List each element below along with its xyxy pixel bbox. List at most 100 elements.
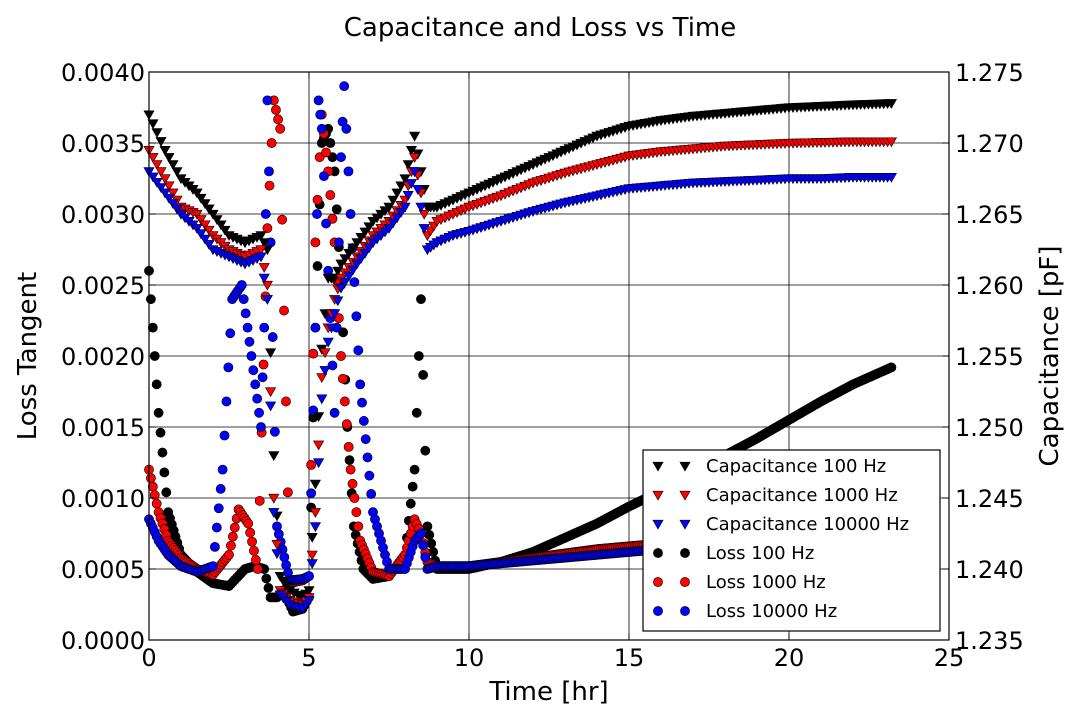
data-point <box>167 188 179 199</box>
data-point <box>208 561 218 572</box>
legend-label: Loss 100 Hz <box>706 543 814 564</box>
data-point <box>885 99 897 109</box>
data-point <box>219 430 230 441</box>
data-point <box>151 128 163 139</box>
data-point <box>159 174 171 185</box>
data-point <box>395 208 407 218</box>
data-point <box>310 237 321 248</box>
data-point <box>258 359 269 370</box>
data-point <box>407 481 418 492</box>
data-point <box>254 495 265 506</box>
data-point <box>349 277 360 288</box>
data-point <box>344 455 355 466</box>
data-point <box>171 167 183 178</box>
y-tick-label-left: 0.0000 <box>61 627 145 655</box>
data-point <box>277 214 288 225</box>
x-tick-label: 5 <box>301 644 316 672</box>
data-point <box>261 295 273 305</box>
data-point <box>313 95 324 106</box>
data-point <box>416 294 426 305</box>
data-point <box>325 323 337 334</box>
data-point <box>315 109 326 120</box>
legend-marker <box>679 461 691 472</box>
data-point <box>359 248 371 259</box>
data-point <box>249 545 259 556</box>
y-tick-label-left: 0.0020 <box>61 343 145 371</box>
data-point <box>262 223 273 234</box>
data-point <box>409 167 421 178</box>
data-point <box>155 167 167 178</box>
data-point <box>191 209 203 220</box>
data-point <box>264 166 274 177</box>
data-point <box>281 581 293 592</box>
data-point <box>207 209 219 220</box>
data-point <box>151 498 162 509</box>
data-point <box>267 332 278 342</box>
y-tick-label-left: 0.0015 <box>61 414 145 442</box>
data-point <box>409 131 421 142</box>
data-point <box>261 280 273 291</box>
data-point <box>171 204 183 215</box>
data-point <box>161 487 172 498</box>
data-point <box>155 137 167 147</box>
y-tick-label-left: 0.0040 <box>61 59 145 87</box>
data-point <box>885 137 897 148</box>
data-point <box>155 183 167 194</box>
y-tick-label-right: 1.275 <box>955 59 1024 87</box>
data-point <box>351 259 363 270</box>
data-point <box>355 379 366 390</box>
data-point <box>224 549 234 560</box>
data-point <box>412 185 424 195</box>
data-point <box>195 193 207 204</box>
legend-label: Capacitance 100 Hz <box>706 456 886 477</box>
data-point <box>245 527 256 538</box>
data-point <box>167 199 179 210</box>
data-point <box>402 190 414 201</box>
data-point <box>319 366 331 376</box>
data-point <box>242 322 253 333</box>
data-point <box>261 573 272 584</box>
x-tick-label: 15 <box>614 644 645 672</box>
data-point <box>255 245 267 256</box>
series-1 <box>143 137 897 611</box>
data-point <box>399 174 411 185</box>
data-point <box>312 194 323 205</box>
data-point <box>210 541 220 552</box>
data-point <box>402 160 414 170</box>
data-point <box>424 530 435 540</box>
chart-title: Capacitance and Loss vs Time <box>344 13 737 43</box>
y-tick-label-right: 1.250 <box>955 414 1024 442</box>
data-point <box>418 540 429 551</box>
y-tick-label-right: 1.260 <box>955 272 1024 300</box>
data-point <box>147 322 158 333</box>
legend: Capacitance 100 Hz Capacitance 1000 Hz Cap… <box>642 449 941 632</box>
data-point <box>252 564 263 574</box>
data-point <box>229 522 240 533</box>
legend-label: Loss 1000 Hz <box>706 572 826 593</box>
data-point <box>262 95 273 106</box>
data-point <box>347 478 358 489</box>
data-point <box>313 440 325 451</box>
data-point <box>303 586 315 596</box>
data-point <box>333 237 344 248</box>
data-point <box>321 218 331 229</box>
data-point <box>336 152 346 163</box>
data-point <box>163 153 175 163</box>
data-point <box>339 396 350 407</box>
legend-marker <box>653 548 663 558</box>
data-point <box>383 224 395 234</box>
legend-label: Loss 10000 Hz <box>706 601 837 622</box>
data-point <box>147 119 159 130</box>
data-point <box>250 379 261 390</box>
y-tick-label-right: 1.245 <box>955 485 1024 513</box>
data-point <box>336 351 346 361</box>
data-point <box>383 202 395 213</box>
data-point <box>191 188 203 199</box>
data-point <box>227 531 238 542</box>
data-point <box>263 583 274 593</box>
data-point <box>306 532 318 543</box>
data-point <box>339 254 351 265</box>
data-point <box>259 322 270 333</box>
data-point <box>255 252 267 263</box>
right-y-axis-title: Capacitance [pF] <box>1035 246 1065 467</box>
